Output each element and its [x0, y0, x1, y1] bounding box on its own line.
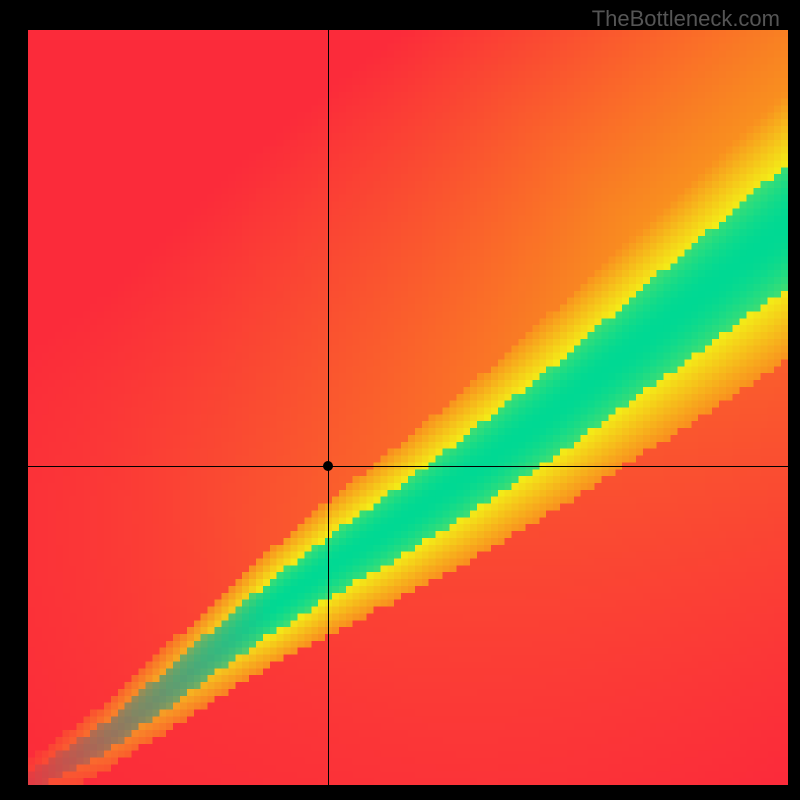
watermark-text: TheBottleneck.com	[592, 6, 780, 32]
bottleneck-heatmap	[28, 30, 788, 785]
chart-container: TheBottleneck.com	[0, 0, 800, 800]
crosshair-horizontal	[28, 466, 788, 467]
crosshair-marker	[323, 461, 333, 471]
crosshair-vertical	[328, 30, 329, 785]
